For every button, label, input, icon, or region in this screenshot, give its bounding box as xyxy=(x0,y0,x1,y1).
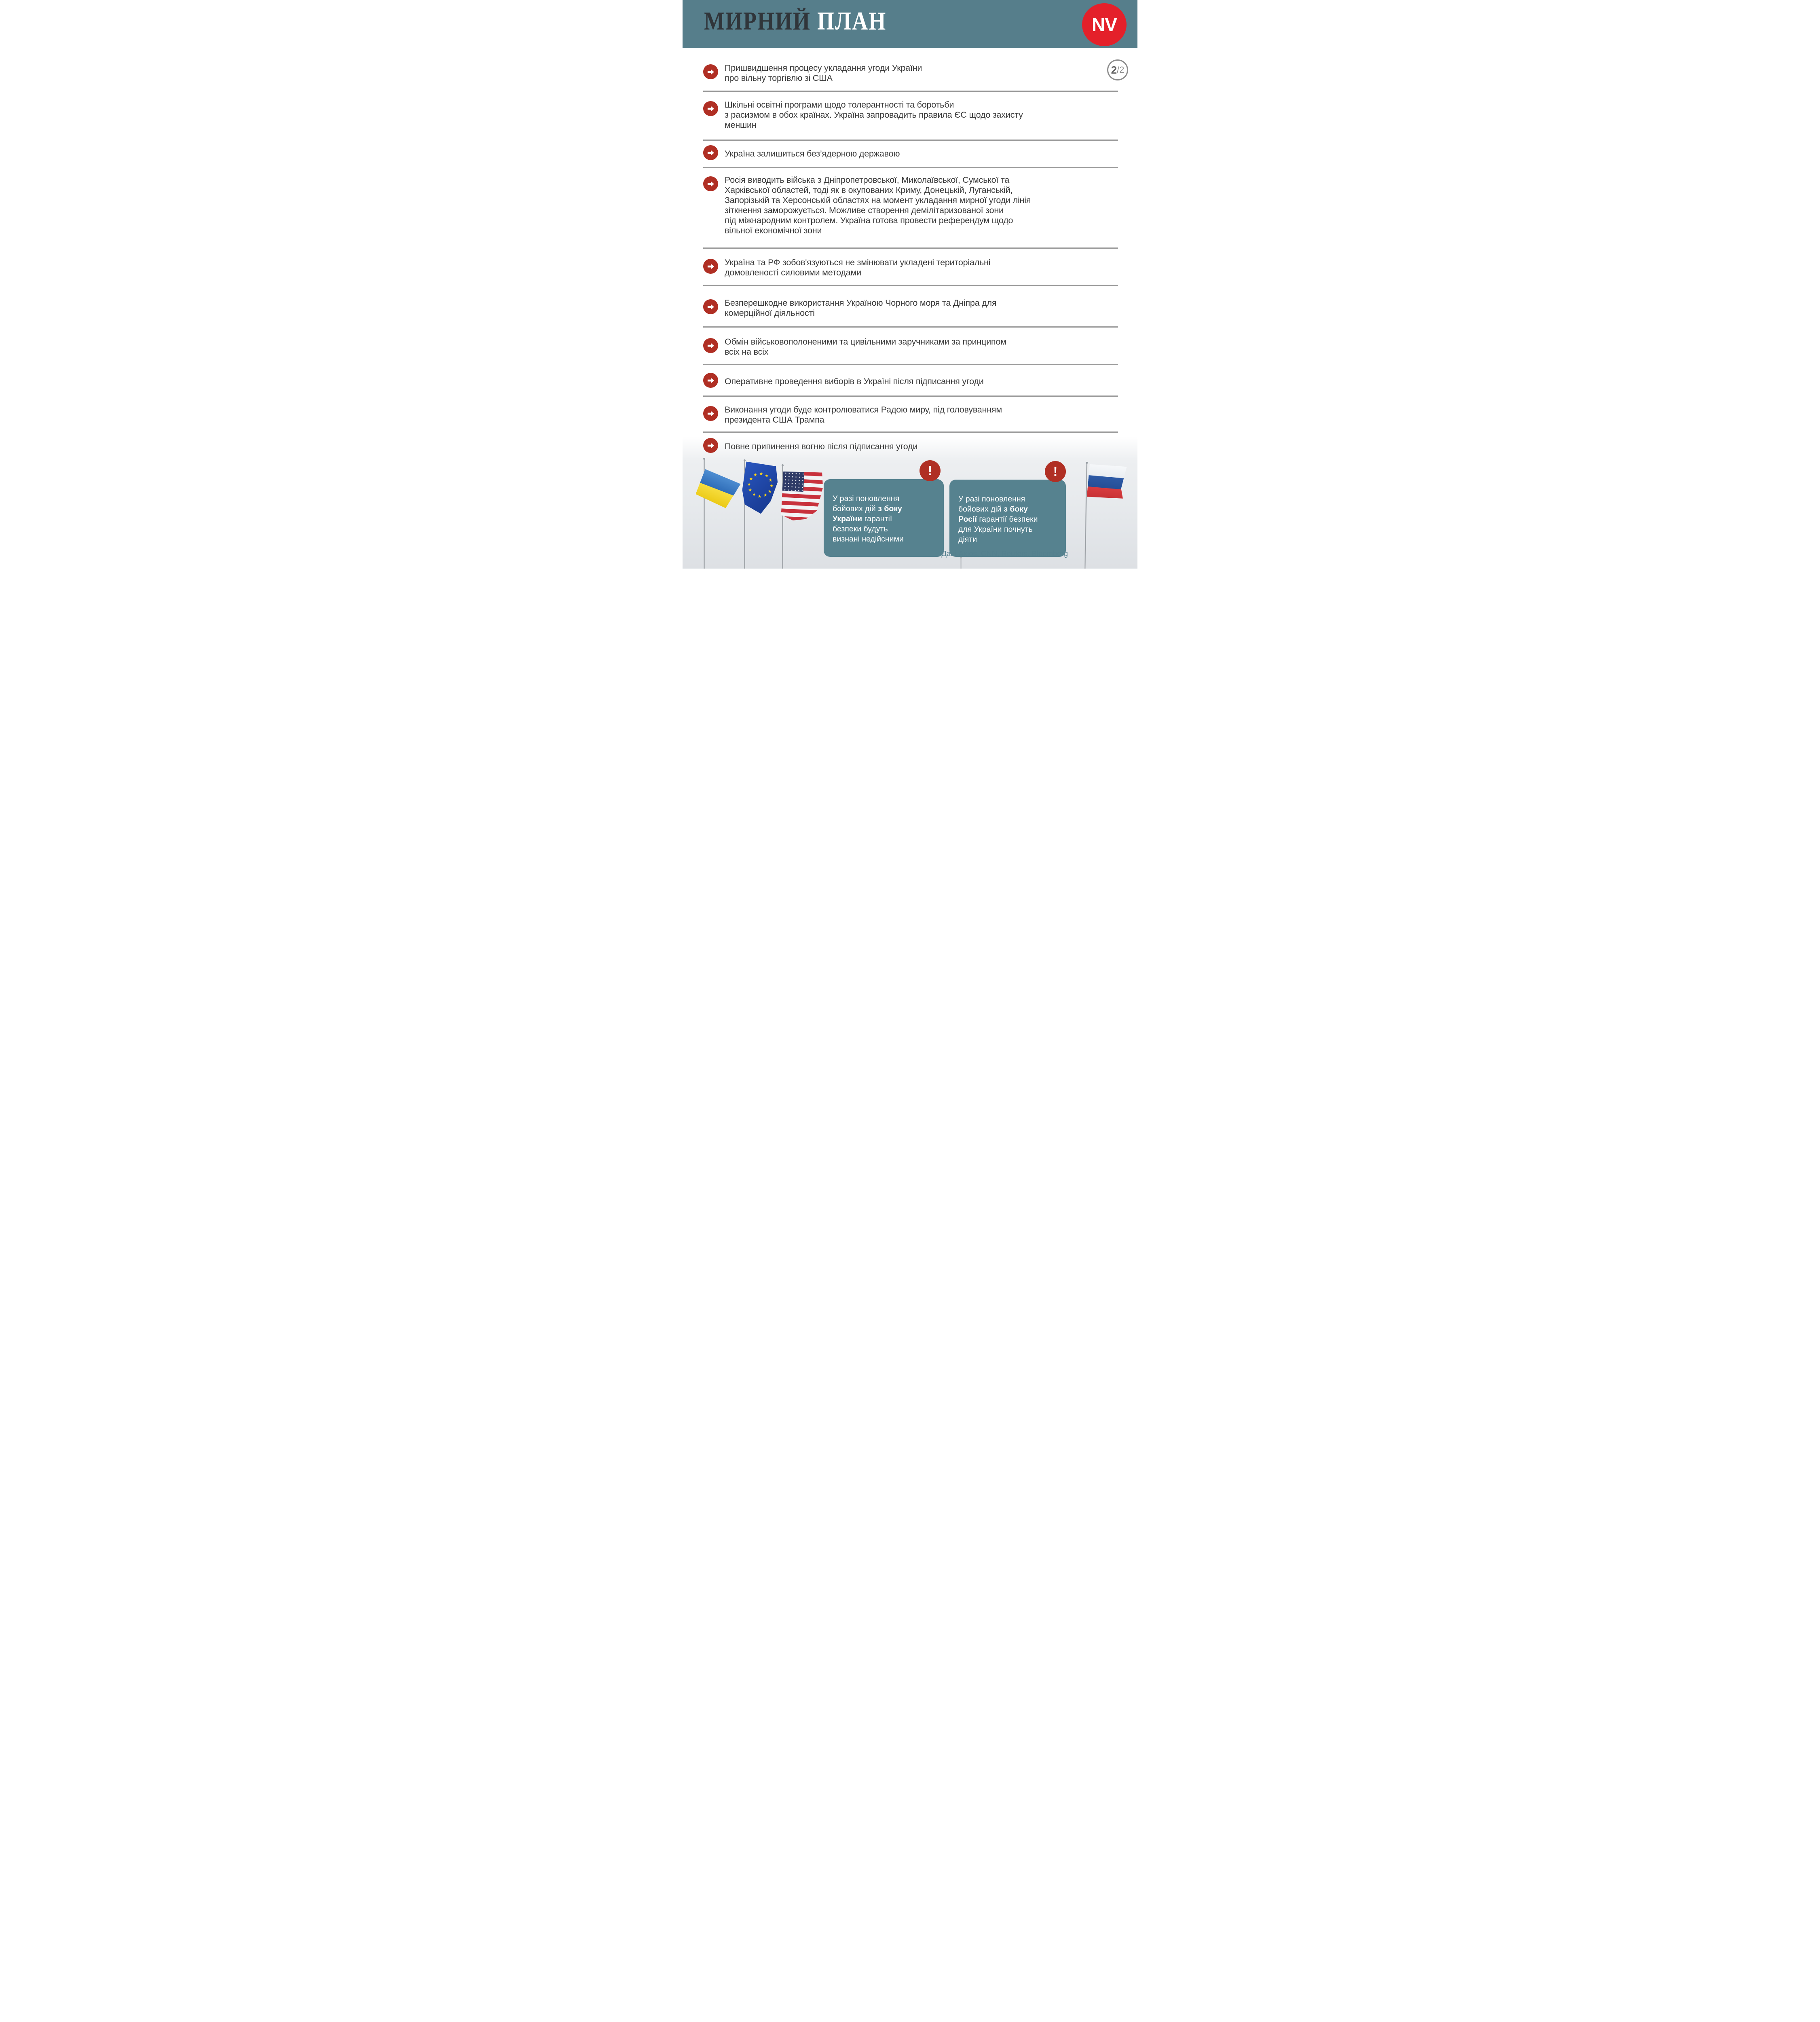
arrow-right-icon xyxy=(707,263,714,269)
list-item-text: Україна та РФ зобов'язуються не змінюват… xyxy=(725,258,991,277)
eu-star-icon: ★ xyxy=(748,488,753,493)
eu-star-icon: ★ xyxy=(763,493,768,498)
flagpole-hidden xyxy=(960,556,962,569)
arrow-right-icon xyxy=(707,69,714,75)
warning-box-ukraine: У разі поновлення бойових дій з боку Украї… xyxy=(824,479,944,557)
eu-star-icon: ★ xyxy=(768,478,773,483)
bullet-arrow-icon xyxy=(703,145,718,160)
warning-box-text-line: діяти xyxy=(958,535,977,544)
eu-star-icon: ★ xyxy=(753,472,758,478)
warning-box-text-line: безпеки будуть xyxy=(833,525,888,533)
ukraine-flag xyxy=(695,469,741,510)
list-separator xyxy=(703,247,1118,249)
list-separator xyxy=(703,326,1118,328)
flagpole-ukraine xyxy=(703,458,705,569)
list-separator xyxy=(703,140,1118,141)
header-band xyxy=(683,0,1137,48)
list-separator xyxy=(703,396,1118,397)
list-separator xyxy=(703,285,1118,286)
bullet-arrow-icon xyxy=(703,338,718,353)
list-item-text: Обмін військовополоненими та цивільними … xyxy=(725,337,1006,357)
eu-star-icon: ★ xyxy=(748,476,753,482)
arrow-right-icon xyxy=(707,106,714,112)
warning-box-text-line: України гарантії xyxy=(833,514,892,523)
flagpole-russia xyxy=(1084,463,1088,569)
list-item-text: Безперешкодне використання Україною Чорн… xyxy=(725,298,997,318)
list-item-text: Оперативне проведення виборів в Україні … xyxy=(725,376,984,386)
eu-star-icon: ★ xyxy=(752,492,757,497)
bullet-arrow-icon xyxy=(703,101,718,116)
arrow-right-icon xyxy=(707,150,714,156)
title-word-light: ПЛАН xyxy=(817,6,887,36)
eu-star-icon: ★ xyxy=(769,483,774,489)
warning-box-text-line: У разі поновлення xyxy=(833,494,900,503)
warning-box-text-line: визнані недійсними xyxy=(833,535,904,544)
list-item-text: Виконання угоди буде контролюватися Радо… xyxy=(725,405,1002,425)
eu-star-icon: ★ xyxy=(767,489,772,495)
eu-flag: ★ ★ ★ ★ ★ ★ ★ ★ ★ ★ ★ ★ xyxy=(741,461,779,515)
list-separator xyxy=(703,364,1118,365)
warning-box-russia: У разі поновлення бойових дій з боку Росії… xyxy=(949,480,1066,557)
arrow-right-icon xyxy=(707,410,714,417)
arrow-right-icon xyxy=(707,343,714,349)
list-separator xyxy=(703,91,1118,92)
warning-box-text-line: для України почнуть xyxy=(958,525,1033,534)
list-separator xyxy=(703,167,1118,168)
bullet-arrow-icon xyxy=(703,299,718,314)
eu-star-icon: ★ xyxy=(747,482,751,487)
eu-star-icon: ★ xyxy=(757,494,762,499)
bullet-arrow-icon xyxy=(703,176,718,191)
page-indicator-badge: 2/2 xyxy=(1107,59,1128,80)
warning-box-text-line: бойових дій з боку xyxy=(958,505,1028,514)
source-credit: Дані Axios, CNN, Reuters, Bloomberg xyxy=(941,549,1068,558)
bullet-arrow-icon xyxy=(703,259,718,274)
warning-box-text-line: бойових дій з боку xyxy=(833,504,902,513)
list-item-text: Україна залишиться без’ядерною державою xyxy=(725,149,900,159)
list-separator xyxy=(703,431,1118,433)
page-title: МИРНИЙ ПЛАН xyxy=(704,6,886,36)
arrow-right-icon xyxy=(707,442,714,448)
bullet-arrow-icon xyxy=(703,438,718,453)
usa-flag xyxy=(781,470,824,522)
warning-box-text-line: Росії гарантії безпеки xyxy=(958,515,1038,524)
eu-star-icon: ★ xyxy=(759,471,763,477)
exclamation-icon: ! xyxy=(1045,461,1066,482)
title-word-dark: МИРНИЙ xyxy=(704,6,811,36)
list-item-text: Пришвидшення процесу укладання угоди Укр… xyxy=(725,63,922,83)
bullet-arrow-icon xyxy=(703,373,718,388)
nv-logo-text: NV xyxy=(1092,14,1117,35)
bullet-arrow-icon xyxy=(703,406,718,421)
arrow-right-icon xyxy=(707,181,714,187)
eu-star-icon: ★ xyxy=(764,473,769,479)
arrow-right-icon xyxy=(707,304,714,310)
nv-logo: NV xyxy=(1082,3,1127,46)
warning-box-text-line: У разі поновлення xyxy=(958,495,1025,503)
flagpole-eu xyxy=(744,459,746,569)
arrow-right-icon xyxy=(707,377,714,383)
page-number-current: 2 xyxy=(1111,63,1117,76)
infographic-page: МИРНИЙ ПЛАН NV 2/2 ★ ★ ★ ★ ★ ★ ★ ★ ★ ★ ★ ★ Пришвидше… xyxy=(683,0,1137,569)
list-item-text: Росія виводить війська з Дніпропетровськ… xyxy=(725,175,1031,235)
list-item-text: Шкільні освітні програми щодо толерантно… xyxy=(725,100,1023,130)
flagpole-usa xyxy=(782,464,784,569)
usa-flag-canton xyxy=(782,470,805,492)
russia-flag xyxy=(1087,463,1127,501)
exclamation-icon: ! xyxy=(920,460,941,481)
bullet-arrow-icon xyxy=(703,64,718,79)
page-number-total: /2 xyxy=(1117,65,1125,75)
list-item-text: Повне припинення вогню після підписання … xyxy=(725,442,918,451)
